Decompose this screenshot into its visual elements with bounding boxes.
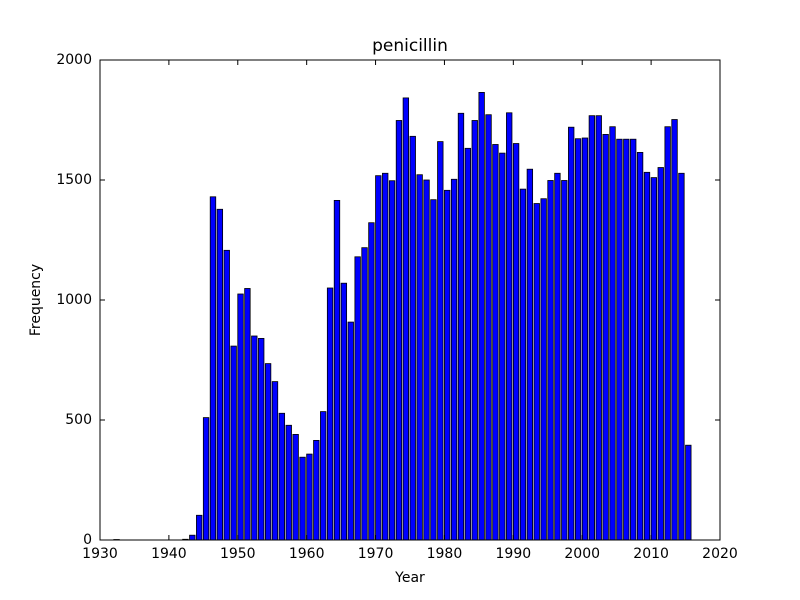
x-tick-label: 2010 xyxy=(633,546,669,562)
bar xyxy=(444,189,451,541)
bar xyxy=(189,534,196,541)
bar xyxy=(230,345,237,541)
bar xyxy=(209,196,217,541)
bar xyxy=(264,363,272,541)
bar xyxy=(382,172,389,541)
bar xyxy=(547,180,554,541)
bar xyxy=(395,120,403,541)
bar xyxy=(216,208,224,541)
bar xyxy=(657,167,664,541)
bar xyxy=(354,256,361,541)
x-tick-label: 1940 xyxy=(151,546,187,562)
bar xyxy=(671,119,678,541)
bar xyxy=(388,180,396,541)
bar xyxy=(368,222,375,541)
bar xyxy=(320,411,327,541)
bar xyxy=(271,381,279,541)
bar xyxy=(506,112,513,541)
bar xyxy=(685,444,692,541)
bar xyxy=(457,112,465,541)
bar xyxy=(540,198,547,541)
bar xyxy=(519,188,527,541)
bar xyxy=(609,126,616,541)
bar xyxy=(402,97,410,541)
chart-title: penicillin xyxy=(372,36,448,56)
x-tick-label: 1930 xyxy=(82,546,118,562)
bar xyxy=(299,456,306,541)
x-tick-label: 1960 xyxy=(289,546,325,562)
bar xyxy=(202,417,210,541)
x-tick-label: 1990 xyxy=(496,546,532,562)
bar xyxy=(478,92,485,541)
bar xyxy=(251,335,258,541)
bar xyxy=(623,138,630,541)
bar xyxy=(533,203,540,541)
bar xyxy=(492,144,499,541)
bar xyxy=(258,337,265,541)
bar xyxy=(512,143,520,541)
bar xyxy=(430,199,437,541)
x-tick-label: 1980 xyxy=(427,546,463,562)
bar xyxy=(636,151,644,541)
bar xyxy=(375,175,382,541)
bar xyxy=(244,288,251,541)
bar xyxy=(196,514,203,541)
y-tick-label: 1000 xyxy=(56,292,92,308)
bar xyxy=(678,172,685,541)
bar xyxy=(423,179,430,541)
y-tick-label: 2000 xyxy=(56,52,92,68)
y-tick-label: 0 xyxy=(83,532,92,548)
bar xyxy=(588,115,596,541)
bar xyxy=(650,177,658,541)
bar xyxy=(554,172,561,541)
bar xyxy=(437,141,444,541)
y-tick-label: 500 xyxy=(65,412,92,428)
y-tick-label: 1500 xyxy=(56,172,92,188)
bar xyxy=(574,138,582,541)
x-axis-label: Year xyxy=(394,570,425,586)
bar xyxy=(485,114,492,541)
bar xyxy=(568,126,575,541)
bar xyxy=(333,199,341,541)
bar xyxy=(464,147,472,541)
bar xyxy=(499,152,506,541)
bar xyxy=(643,171,651,541)
bar xyxy=(347,321,354,541)
x-tick-label: 2000 xyxy=(564,546,600,562)
bar xyxy=(471,120,478,541)
bar xyxy=(292,433,299,541)
bar xyxy=(595,115,602,541)
bar xyxy=(409,135,416,541)
x-tick-label: 1950 xyxy=(220,546,256,562)
bar xyxy=(278,412,286,541)
bar xyxy=(526,168,534,541)
bar xyxy=(630,138,637,541)
bar xyxy=(223,249,230,541)
bar xyxy=(237,293,244,541)
bar xyxy=(664,126,671,541)
bar xyxy=(616,138,623,541)
bar xyxy=(561,180,568,541)
bar xyxy=(340,282,348,541)
bar xyxy=(326,287,334,541)
bar xyxy=(313,439,320,541)
bar xyxy=(581,137,589,541)
bar xyxy=(416,174,423,541)
bar xyxy=(602,133,609,541)
bar xyxy=(450,178,458,541)
y-axis-label: Frequency xyxy=(28,264,44,336)
x-tick-label: 2020 xyxy=(702,546,738,562)
bar xyxy=(285,424,292,541)
bar xyxy=(306,453,313,541)
bar xyxy=(361,247,368,541)
x-tick-label: 1970 xyxy=(358,546,394,562)
